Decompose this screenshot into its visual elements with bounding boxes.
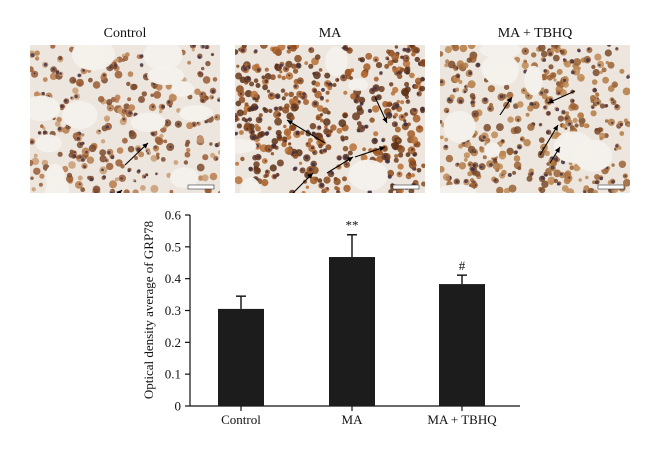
y-tick-label: 0.4 (165, 271, 182, 286)
bar-chart: 0 0.1 0.2 0.3 0.4 0.5 0.6 ** # Control MA MA + TB… (141, 208, 520, 427)
bars: ** # (218, 218, 485, 406)
y-tick-label: 0.6 (165, 208, 182, 223)
y-tick-label: 0 (175, 399, 182, 414)
bar (329, 257, 375, 406)
y-tick-label: 0.3 (165, 303, 181, 318)
x-tick-labels: Control MA MA + TBHQ (221, 406, 497, 427)
y-ticks: 0 0.1 0.2 0.3 0.4 0.5 0.6 (165, 208, 190, 414)
micrograph-ma (235, 45, 425, 193)
panel-title-control: Control (103, 26, 147, 41)
x-tick-label: MA (342, 412, 364, 427)
micrograph-ma-tbhq-image (440, 45, 630, 193)
panel-title-ma-tbhq: MA + TBHQ (497, 26, 573, 41)
y-tick-label: 0.1 (165, 367, 181, 382)
micrograph-ma-tbhq (440, 45, 630, 193)
micrograph-control (30, 45, 220, 193)
panel-title-ma: MA (318, 26, 342, 41)
micrograph-ma-image (235, 45, 425, 193)
y-tick-label: 0.5 (165, 239, 181, 254)
x-tick-label: MA + TBHQ (427, 412, 497, 427)
micrograph-control-image (30, 45, 220, 193)
x-tick-label: Control (221, 412, 261, 427)
y-axis-label: Optical density average of GRP78 (141, 221, 156, 399)
significance-marker: ** (346, 218, 359, 233)
y-tick-label: 0.2 (165, 335, 181, 350)
bar (439, 284, 485, 406)
significance-marker: # (459, 258, 466, 273)
bar (218, 308, 264, 406)
